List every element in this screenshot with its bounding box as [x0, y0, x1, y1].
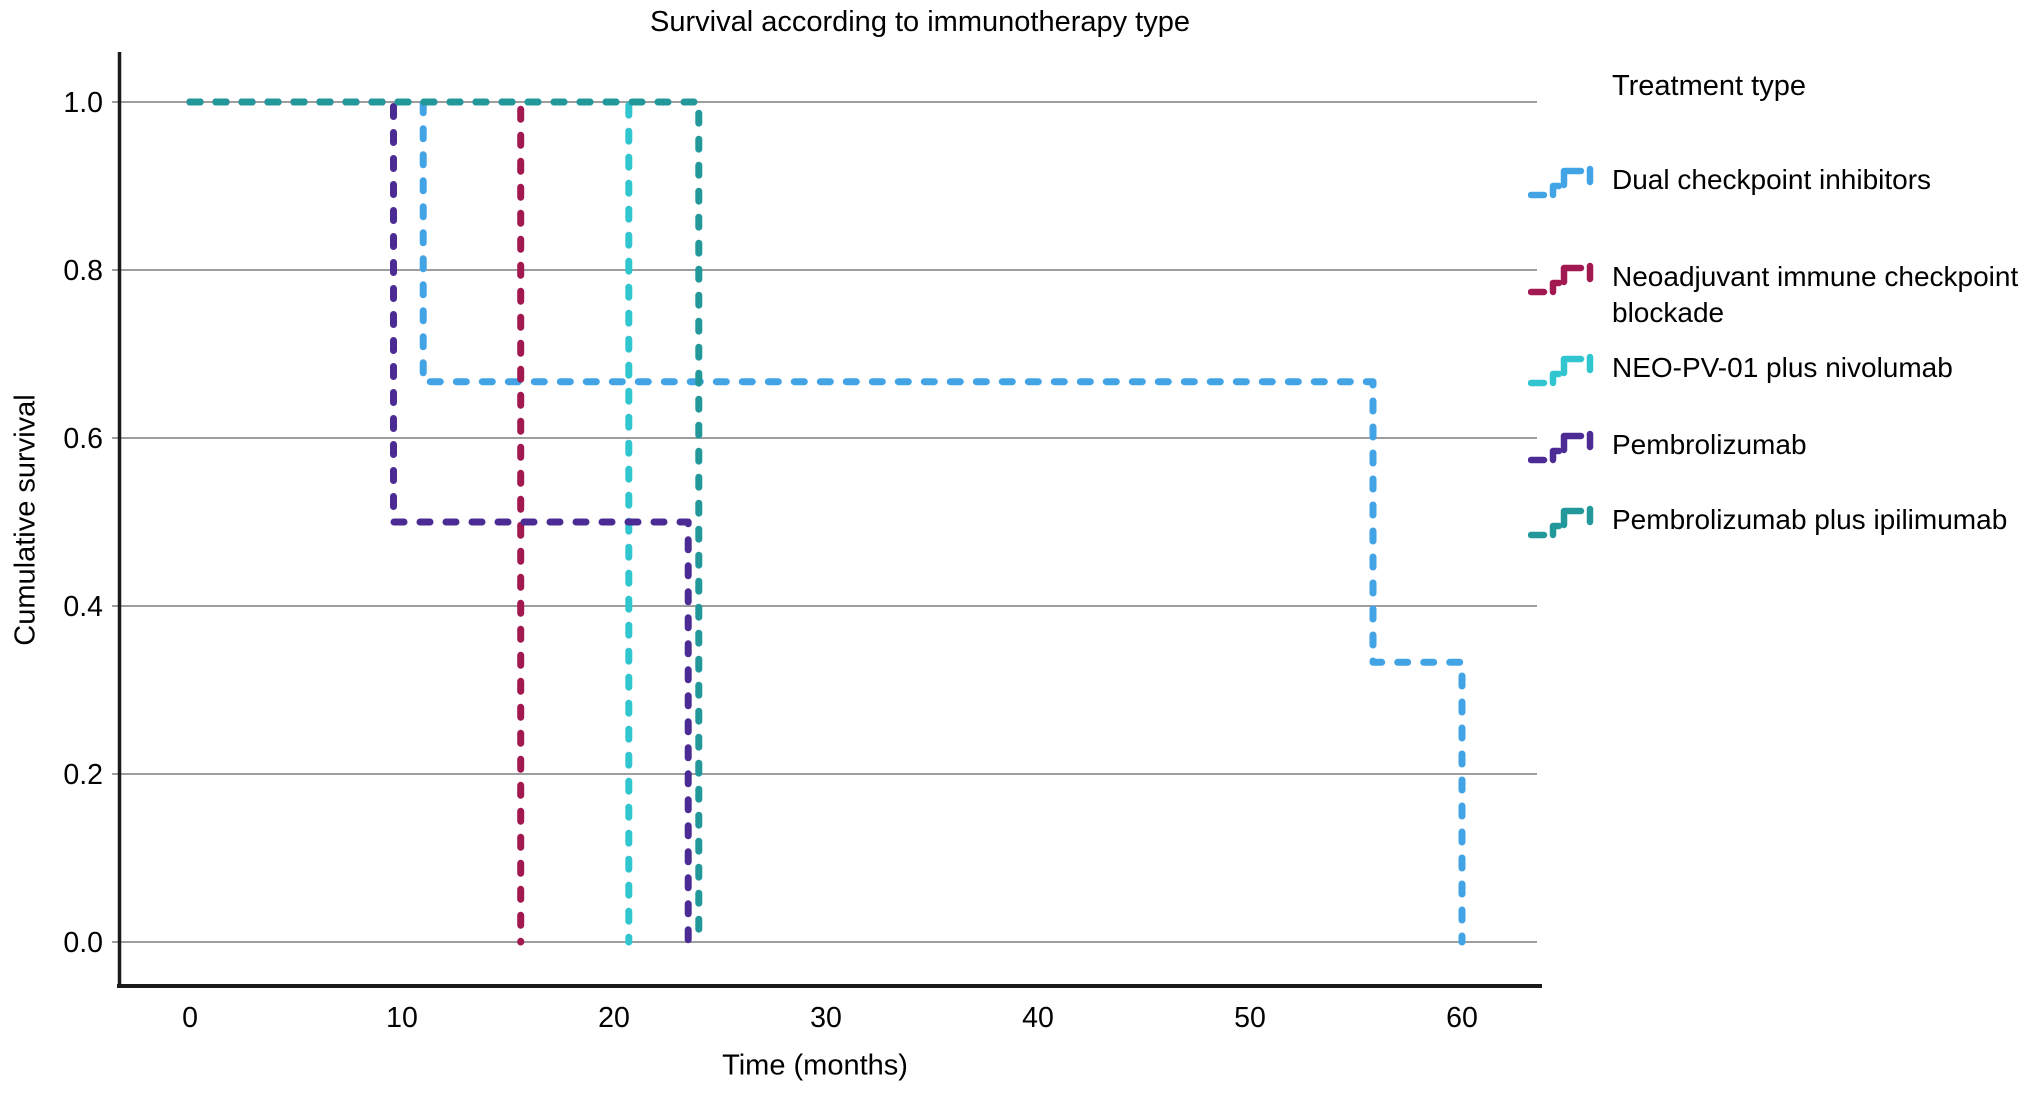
- series-curve-pembrolizumab: [186, 98, 692, 946]
- dashed-step-line-icon: [1528, 505, 1594, 539]
- dashed-step-line-icon: [1528, 262, 1594, 296]
- x-tick-label: 30: [810, 1002, 842, 1034]
- x-axis-label: Time (months): [722, 1049, 908, 1082]
- y-tick-label: 0.4: [63, 591, 103, 623]
- y-tick-label: 1.0: [63, 87, 103, 119]
- x-tick-label: 0: [182, 1002, 198, 1034]
- x-tick-label: 10: [386, 1002, 418, 1034]
- legend-item-neo-pv-01-plus-nivolumab: NEO-PV-01 plus nivolumab: [1528, 350, 1953, 390]
- legend-item-neoadjuvant-immune-checkpoint-blockade: Neoadjuvant immune checkpoint blockade: [1528, 259, 2032, 331]
- dashed-step-line-icon: [1528, 430, 1594, 464]
- y-tick-label: 0.2: [63, 759, 103, 791]
- dashed-step-line-icon: [1528, 165, 1594, 199]
- series-curve-pembrolizumab-plus-ipilimumab: [186, 98, 703, 946]
- legend-title: Treatment type: [1612, 70, 1806, 102]
- x-tick-label: 40: [1022, 1002, 1054, 1034]
- legend-item-label: Pembrolizumab plus ipilimumab: [1612, 504, 2008, 535]
- x-tick-label: 20: [598, 1002, 630, 1034]
- legend-item-label: Dual checkpoint inhibitors: [1612, 164, 1932, 195]
- y-tick-label: 0.8: [63, 255, 103, 287]
- chart-title: Survival according to immunotherapy type: [650, 6, 1190, 38]
- y-tick-label: 0.6: [63, 423, 103, 455]
- legend-item-label: Pembrolizumab: [1612, 429, 1807, 460]
- dashed-step-line-icon: [1528, 353, 1594, 387]
- legend-item-pembrolizumab-plus-ipilimumab: Pembrolizumab plus ipilimumab: [1528, 502, 2007, 542]
- legend-item-label: Neoadjuvant immune checkpoint blockade: [1612, 261, 2019, 328]
- legend-item-label: NEO-PV-01 plus nivolumab: [1612, 352, 1953, 383]
- y-tick-label: 0.0: [63, 927, 103, 959]
- x-tick-label: 50: [1234, 1002, 1266, 1034]
- series-curve-dual-checkpoint-inhibitors: [186, 98, 1466, 946]
- legend-item-pembrolizumab: Pembrolizumab: [1528, 427, 1807, 467]
- legend-item-dual-checkpoint-inhibitors: Dual checkpoint inhibitors: [1528, 162, 1931, 202]
- x-tick-label: 60: [1446, 1002, 1478, 1034]
- legend: Treatment type Dual checkpoint inhibitor…: [1528, 0, 2032, 1097]
